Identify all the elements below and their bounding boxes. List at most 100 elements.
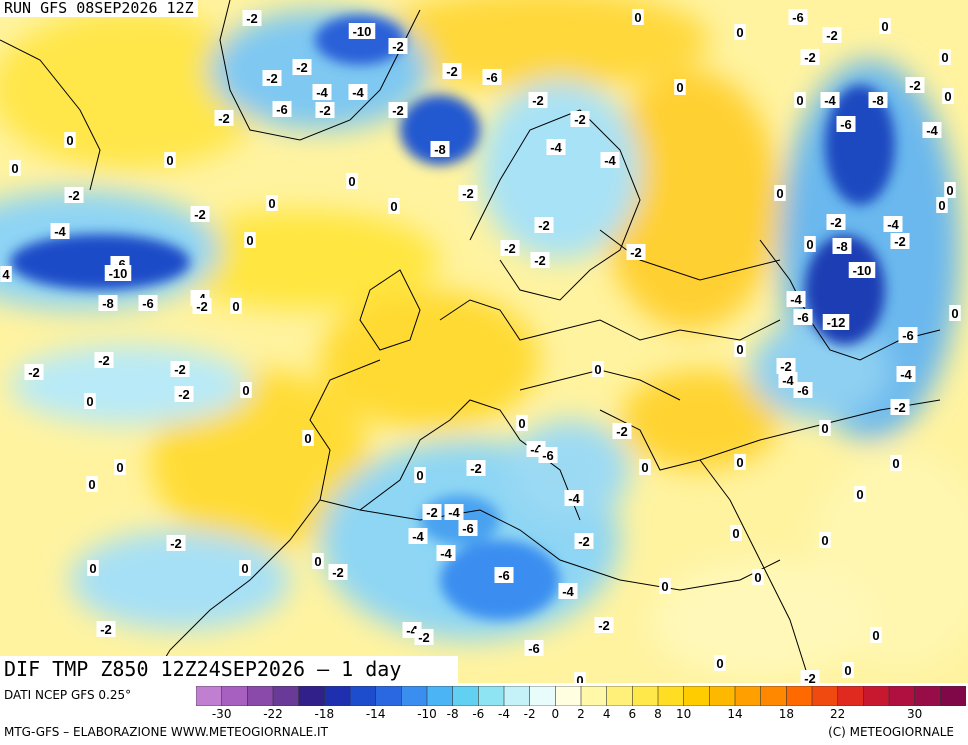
- scale-tick-label: 10: [676, 707, 692, 721]
- contour-label: 0: [819, 420, 831, 436]
- svg-text:-2: -2: [426, 505, 438, 520]
- svg-text:0: 0: [806, 237, 813, 252]
- contour-label: -2: [570, 111, 590, 127]
- svg-text:-2: -2: [804, 671, 816, 683]
- contour-label: -2: [574, 533, 594, 549]
- svg-text:0: 0: [66, 133, 73, 148]
- svg-text:-4: -4: [824, 93, 836, 108]
- svg-text:-2: -2: [780, 359, 792, 374]
- svg-text:-6: -6: [142, 296, 154, 311]
- contour-label: -4: [444, 504, 464, 520]
- contour-label: 0: [734, 454, 746, 470]
- scale-swatch: [632, 686, 659, 706]
- contour-label: 0: [879, 18, 891, 34]
- svg-text:-2: -2: [470, 461, 482, 476]
- scale-tick-label: 30: [907, 707, 923, 721]
- svg-text:0: 0: [518, 416, 525, 431]
- svg-text:-2: -2: [266, 71, 278, 86]
- contour-label: -2: [530, 252, 550, 268]
- svg-text:-8: -8: [102, 296, 114, 311]
- svg-text:0: 0: [676, 80, 683, 95]
- svg-text:0: 0: [241, 561, 248, 576]
- contour-label: 0: [266, 195, 278, 211]
- svg-text:4: 4: [2, 267, 10, 282]
- scale-swatch: [786, 686, 813, 706]
- svg-text:-2: -2: [178, 387, 190, 402]
- svg-text:-6: -6: [114, 257, 126, 272]
- contour-label: 0: [164, 152, 176, 168]
- contour-label: -2: [315, 102, 335, 118]
- contour-label: -4: [50, 223, 70, 239]
- contour-label: 0: [84, 393, 96, 409]
- contour-label: -6: [524, 640, 544, 656]
- scale-swatch: [709, 686, 736, 706]
- contour-label: 0: [346, 173, 358, 189]
- svg-text:-6: -6: [797, 310, 809, 325]
- svg-text:-2: -2: [392, 39, 404, 54]
- contour-label: 0: [239, 560, 251, 576]
- svg-text:0: 0: [242, 383, 249, 398]
- svg-text:-2: -2: [578, 534, 590, 549]
- svg-text:-2: -2: [170, 536, 182, 551]
- color-scale-bar: [196, 686, 966, 706]
- contour-label: 0: [114, 459, 126, 475]
- data-source: DATI NCEP GFS 0.25°: [4, 688, 132, 702]
- svg-text:-4: -4: [900, 367, 912, 382]
- svg-text:-4: -4: [562, 584, 574, 599]
- scale-swatch: [555, 686, 582, 706]
- scale-tick-label: -6: [472, 707, 485, 721]
- scale-swatch: [478, 686, 505, 706]
- scale-tick-label: 8: [654, 707, 662, 721]
- contour-label: 0: [890, 455, 902, 471]
- scale-swatch: [452, 686, 480, 706]
- svg-text:0: 0: [872, 628, 879, 643]
- scale-swatch: [914, 686, 942, 706]
- contour-label: -2: [594, 617, 614, 633]
- svg-text:0: 0: [641, 460, 648, 475]
- svg-text:-2: -2: [630, 245, 642, 260]
- svg-text:0: 0: [634, 10, 641, 25]
- contour-label: 0: [86, 476, 98, 492]
- scale-tick-label: 6: [628, 707, 637, 721]
- svg-text:0: 0: [776, 186, 783, 201]
- contour-label: -2: [890, 399, 910, 415]
- contour-label: -2: [166, 535, 186, 551]
- svg-text:0: 0: [951, 306, 958, 321]
- contour-label: 0: [240, 382, 252, 398]
- svg-text:-6: -6: [542, 448, 554, 463]
- contour-label: -8: [430, 141, 450, 157]
- contour-label: 0: [230, 298, 242, 314]
- contour-label: -4: [820, 92, 840, 108]
- svg-text:0: 0: [938, 198, 945, 213]
- scale-swatch: [863, 686, 890, 706]
- svg-text:-2: -2: [194, 207, 206, 222]
- svg-text:-2: -2: [894, 400, 906, 415]
- contour-label: 0: [632, 9, 644, 25]
- svg-text:0: 0: [821, 421, 828, 436]
- contour-label: 0: [752, 569, 764, 585]
- contour-label: 0: [574, 672, 586, 683]
- contour-label: -2: [262, 70, 282, 86]
- svg-text:-4: -4: [316, 85, 328, 100]
- contour-label: -2: [94, 352, 114, 368]
- scale-tick-label: 22: [830, 707, 846, 721]
- contour-label: 0: [9, 160, 21, 176]
- credit-left: MTG-GFS – ELABORAZIONE WWW.METEOGIORNALE…: [4, 725, 328, 739]
- contour-label: 0: [942, 88, 954, 104]
- svg-text:0: 0: [86, 394, 93, 409]
- contour-label: -6: [494, 567, 514, 583]
- svg-text:-4: -4: [926, 123, 938, 138]
- contour-label: -2: [776, 358, 796, 374]
- contour-label: -2: [458, 185, 478, 201]
- scale-swatch: [349, 686, 377, 706]
- contour-label: -6: [836, 116, 856, 132]
- svg-text:-4: -4: [440, 546, 452, 561]
- svg-text:-2: -2: [830, 215, 842, 230]
- svg-text:0: 0: [941, 50, 948, 65]
- run-header: RUN GFS 08SEP2026 12Z: [0, 0, 198, 17]
- svg-text:-2: -2: [598, 618, 610, 633]
- contour-label: -6: [793, 382, 813, 398]
- contour-label: 0: [639, 459, 651, 475]
- svg-text:-10: -10: [353, 24, 372, 39]
